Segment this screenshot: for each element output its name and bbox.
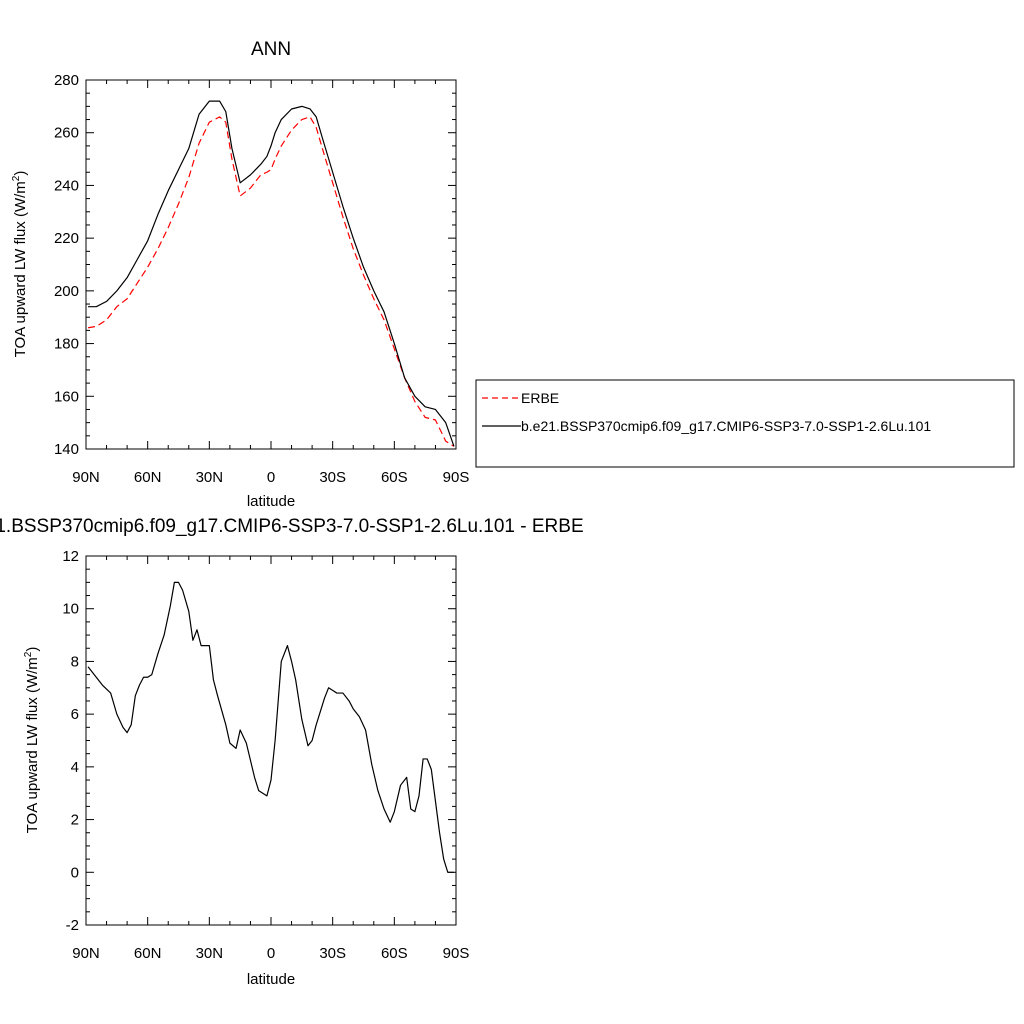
bottom-panel-series-line-difference — [87, 581, 454, 873]
bottom-panel-y-tick-label: -2 — [66, 917, 79, 934]
top-panel-frame — [85, 79, 457, 450]
bottom-panel-x-ticks: 90N 60N 30N 0 30S 60S 90S — [72, 556, 469, 962]
top-panel-x-tick-label: 0 — [267, 469, 275, 486]
top-panel-x-tick-label: 90N — [72, 469, 100, 486]
top-panel-x-tick-label: 90S — [443, 469, 470, 486]
top-panel-x-tick-label: 30N — [196, 469, 224, 486]
bottom-panel-y-axis-label: TOA upward LW flux (W/m2) — [23, 647, 41, 834]
bottom-panel-x-tick-label: 90S — [443, 945, 470, 962]
bottom-panel-title: b.e21.BSSP370cmip6.f09_g17.CMIP6-SSP3-7.… — [0, 516, 584, 537]
bottom-panel-y-tick-label: 6 — [71, 706, 79, 723]
bottom-panel-y-tick-label: 4 — [71, 759, 79, 776]
top-panel-y-tick-label: 200 — [54, 283, 79, 300]
top-panel-y-tick-label: 160 — [54, 388, 79, 405]
top-panel-y-ticks: 140 160 180 200 220 240 260 280 — [54, 72, 456, 458]
bottom-panel-y-tick-label: 12 — [62, 548, 79, 565]
top-panel-series-lines — [87, 100, 455, 447]
bottom-panel-x-tick-label: 30N — [196, 945, 224, 962]
top-panel-x-tick-label: 30S — [319, 469, 346, 486]
top-panel-x-tick-label: 60N — [134, 469, 162, 486]
bottom-panel-x-tick-label: 90N — [72, 945, 100, 962]
top-panel-x-tick-label: 60S — [381, 469, 408, 486]
bottom-panel-frame — [85, 555, 457, 926]
top-panel-x-axis-label: latitude — [247, 493, 295, 510]
bottom-panel-y-tick-label: 0 — [71, 864, 79, 881]
bottom-panel-x-tick-label: 60S — [381, 945, 408, 962]
bottom-panel-y-axis-label-text: TOA upward LW flux (W/m — [24, 657, 41, 833]
bottom-panel-x-tick-label: 60N — [134, 945, 162, 962]
bottom-panel-y-tick-label: 8 — [71, 653, 79, 670]
legend: ERBE b.e21.BSSP370cmip6.f09_g17.CMIP6-SS… — [475, 379, 1015, 468]
bottom-panel-y-tick-label: 2 — [71, 812, 79, 829]
bottom-panel-y-tick-label: 10 — [62, 601, 79, 618]
top-panel-x-ticks: 90N 60N 30N 0 30S 60S 90S — [72, 80, 469, 486]
bottom-panel-series-lines — [87, 581, 454, 873]
top-panel-series-line-erbe — [87, 116, 455, 447]
bottom-panel-x-tick-label: 30S — [319, 945, 346, 962]
top-panel-series-line-b-e21-bssp370cmip6-f09-g17-cmip6-ssp3-7-0-ssp1-2-6lu-101 — [88, 100, 455, 447]
bottom-panel-y-axis-label-close: ) — [24, 647, 41, 652]
bottom-panel-x-tick-label: 0 — [267, 945, 275, 962]
top-panel-y-tick-label: 240 — [54, 177, 79, 194]
bottom-panel-x-axis-label: latitude — [247, 971, 295, 988]
top-panel-y-axis-label-exponent: 2 — [11, 175, 22, 181]
top-panel-y-tick-label: 140 — [54, 441, 79, 458]
top-panel-y-axis-label-text: TOA upward LW flux (W/m — [12, 181, 29, 357]
legend-label-erbe: ERBE — [521, 390, 559, 406]
top-panel-y-tick-label: 280 — [54, 72, 79, 89]
legend-box — [475, 379, 1015, 468]
top-panel-title: ANN — [251, 39, 291, 60]
bottom-panel-y-axis-label-exponent: 2 — [23, 651, 34, 657]
top-panel-y-axis-label: TOA upward LW flux (W/m2) — [11, 171, 29, 358]
legend-label-model: b.e21.BSSP370cmip6.f09_g17.CMIP6-SSP3-7.… — [521, 418, 931, 434]
bottom-panel: b.e21.BSSP370cmip6.f09_g17.CMIP6-SSP3-7.… — [0, 516, 584, 988]
top-panel-y-axis-label-close: ) — [12, 171, 29, 176]
top-panel-y-tick-label: 260 — [54, 125, 79, 142]
top-panel-y-tick-label: 180 — [54, 336, 79, 353]
top-panel-y-tick-label: 220 — [54, 230, 79, 247]
bottom-panel-y-ticks: -2 0 2 4 6 8 10 12 — [62, 548, 456, 934]
top-panel: ANN 140 160 180 200 220 240 260 280 90N 60N 30N 0 3… — [11, 39, 469, 510]
